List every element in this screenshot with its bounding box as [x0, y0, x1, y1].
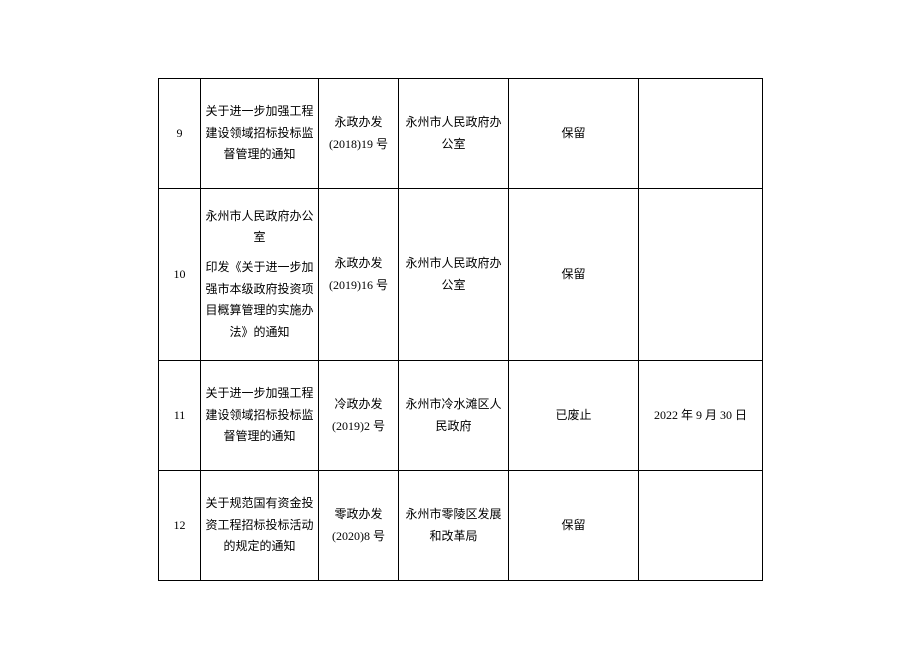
- cell-status: 保留: [509, 189, 639, 361]
- table-row: 11 关于进一步加强工程建设领域招标投标监督管理的通知 冷政办发(2019)2 …: [159, 361, 763, 471]
- cell-title-para1: 永州市人民政府办公室: [205, 206, 314, 249]
- cell-num: 11: [159, 361, 201, 471]
- cell-status: 保留: [509, 471, 639, 581]
- cell-title-para2: 印发《关于进一步加强市本级政府投资项目概算管理的实施办法》的通知: [205, 257, 314, 343]
- cell-docnum: 永政办发(2019)16 号: [319, 189, 399, 361]
- table-row: 10 永州市人民政府办公室 印发《关于进一步加强市本级政府投资项目概算管理的实施…: [159, 189, 763, 361]
- cell-title: 关于进一步加强工程建设领域招标投标监督管理的通知: [201, 361, 319, 471]
- cell-title: 关于规范国有资金投资工程招标投标活动的规定的通知: [201, 471, 319, 581]
- cell-issuer: 永州市冷水滩区人民政府: [399, 361, 509, 471]
- cell-docnum: 永政办发(2018)19 号: [319, 79, 399, 189]
- cell-num: 10: [159, 189, 201, 361]
- document-table: 9 关于进一步加强工程建设领域招标投标监督管理的通知 永政办发(2018)19 …: [158, 78, 763, 581]
- cell-date: [639, 471, 763, 581]
- cell-issuer: 永州市人民政府办公室: [399, 79, 509, 189]
- table-row: 12 关于规范国有资金投资工程招标投标活动的规定的通知 零政办发(2020)8 …: [159, 471, 763, 581]
- cell-num: 12: [159, 471, 201, 581]
- cell-docnum: 冷政办发(2019)2 号: [319, 361, 399, 471]
- document-table-container: 9 关于进一步加强工程建设领域招标投标监督管理的通知 永政办发(2018)19 …: [158, 78, 762, 581]
- cell-issuer: 永州市人民政府办公室: [399, 189, 509, 361]
- cell-docnum: 零政办发(2020)8 号: [319, 471, 399, 581]
- cell-date: [639, 189, 763, 361]
- cell-num: 9: [159, 79, 201, 189]
- cell-status: 已废止: [509, 361, 639, 471]
- cell-title: 关于进一步加强工程建设领域招标投标监督管理的通知: [201, 79, 319, 189]
- cell-date: [639, 79, 763, 189]
- cell-status: 保留: [509, 79, 639, 189]
- cell-issuer: 永州市零陵区发展和改革局: [399, 471, 509, 581]
- cell-date: 2022 年 9 月 30 日: [639, 361, 763, 471]
- cell-title: 永州市人民政府办公室 印发《关于进一步加强市本级政府投资项目概算管理的实施办法》…: [201, 189, 319, 361]
- table-row: 9 关于进一步加强工程建设领域招标投标监督管理的通知 永政办发(2018)19 …: [159, 79, 763, 189]
